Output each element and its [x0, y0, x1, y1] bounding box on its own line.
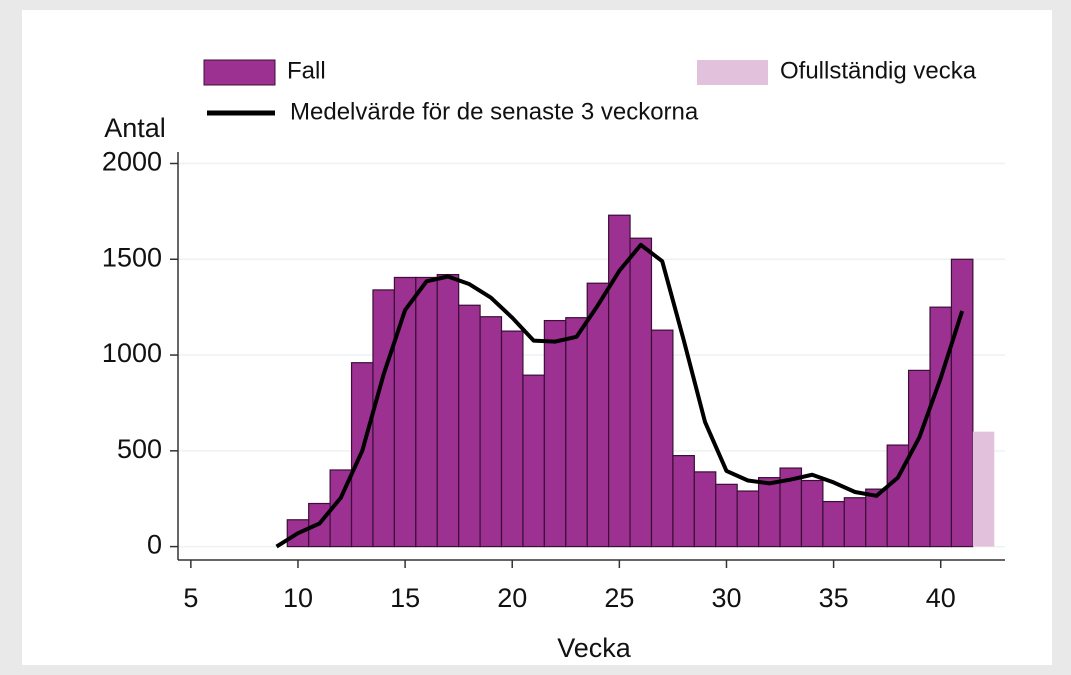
bar [479, 316, 503, 548]
bar [736, 490, 760, 548]
plot-background [22, 10, 1052, 665]
y-tick-label: 1000 [102, 338, 162, 368]
x-tick-label: 15 [390, 583, 420, 613]
legend-label: Ofullständig vecka [780, 57, 977, 84]
x-tick-label: 35 [819, 583, 849, 613]
y-tick-label: 500 [117, 434, 162, 464]
x-axis-label: Vecka [557, 633, 632, 663]
x-tick-label: 20 [497, 583, 527, 613]
line [275, 242, 965, 549]
y-tick-label: 2000 [102, 147, 162, 177]
bar [586, 282, 610, 548]
bar [800, 479, 824, 548]
x-tick-label: 40 [926, 583, 956, 613]
x-tick-label: 5 [183, 583, 198, 613]
bar [458, 304, 481, 548]
bar [500, 330, 524, 548]
bar [950, 258, 974, 548]
bar [522, 374, 545, 548]
bar [907, 369, 931, 548]
bar [393, 276, 417, 548]
bar [843, 497, 867, 548]
bar [822, 500, 845, 548]
bar [650, 329, 674, 548]
y-tick-label: 1500 [102, 242, 162, 272]
y-axis-label: Antal [104, 113, 166, 143]
bar [972, 431, 995, 547]
bar [372, 289, 395, 548]
bar [758, 477, 781, 548]
bar [415, 276, 438, 548]
legend-swatch [203, 59, 276, 86]
x-tick-label: 30 [711, 583, 741, 613]
bar [608, 214, 631, 548]
bar [543, 319, 567, 548]
legend-swatch [697, 60, 768, 85]
bar [565, 317, 588, 548]
bar [929, 306, 953, 548]
legend-label: Fall [287, 57, 326, 84]
bar [629, 237, 653, 548]
y-tick-label: 0 [147, 530, 162, 560]
bar [436, 273, 460, 548]
x-tick-label: 10 [283, 583, 313, 613]
bar [715, 483, 738, 548]
bar [693, 471, 717, 548]
legend-label: Medelvärde för de senaste 3 veckorna [290, 98, 699, 125]
x-tick-label: 25 [604, 583, 634, 613]
bar [672, 455, 695, 548]
